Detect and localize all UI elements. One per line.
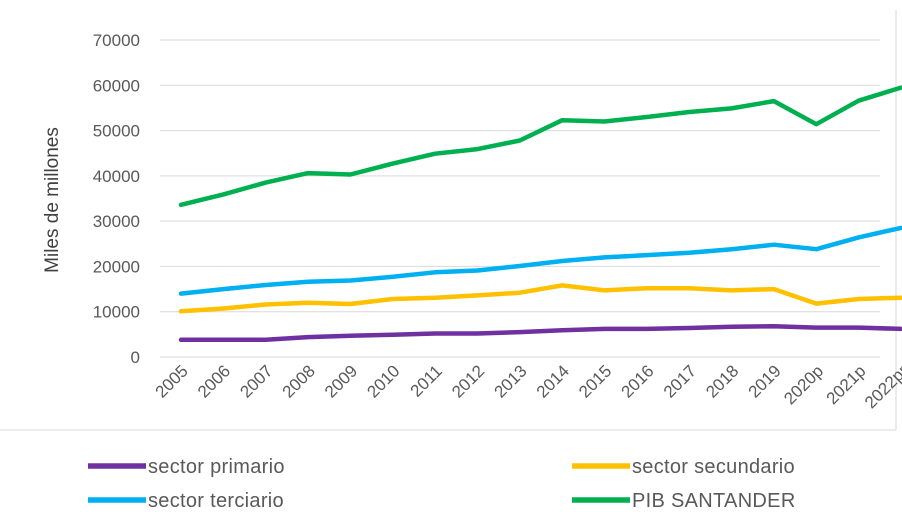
y-tick-label: 70000 — [93, 31, 140, 50]
y-tick-label: 10000 — [93, 303, 140, 322]
series-line-1 — [178, 283, 902, 314]
series-line-2 — [178, 225, 902, 296]
legend: sector primario sector secundario sector t… — [88, 456, 796, 512]
series-lines — [178, 85, 902, 343]
y-tick-label: 40000 — [93, 167, 140, 186]
series-line-3 — [178, 85, 902, 208]
y-tick-label: 30000 — [93, 212, 140, 231]
y-tick-label: 60000 — [93, 76, 140, 95]
y-axis-label: Miles de millones — [42, 127, 63, 273]
legend-label-2: sector terciario — [148, 490, 284, 512]
legend-label-3: PIB SANTANDER — [632, 490, 796, 512]
y-tick-label: 20000 — [93, 257, 140, 276]
y-tick-label: 50000 — [93, 122, 140, 141]
gridlines — [160, 39, 880, 358]
series-line-0 — [178, 323, 902, 343]
legend-label-0: sector primario — [148, 456, 285, 478]
y-tick-label: 0 — [131, 348, 140, 367]
legend-label-1: sector secundario — [632, 456, 795, 478]
y-axis-ticks: 0 10000 20000 30000 40000 50000 60000 70000 — [93, 31, 140, 367]
